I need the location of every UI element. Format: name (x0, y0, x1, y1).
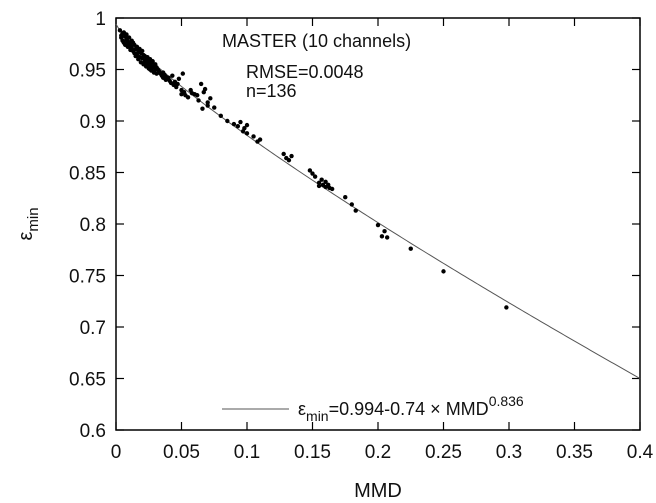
y-tick-label: 0.7 (80, 318, 106, 339)
data-point (382, 229, 387, 234)
data-point (198, 81, 204, 87)
data-point (353, 208, 358, 213)
data-point (323, 179, 328, 184)
data-point (343, 195, 348, 200)
data-point (208, 96, 213, 101)
data-point (185, 95, 191, 100)
data-point (375, 222, 381, 228)
data-point (147, 67, 153, 72)
data-point (140, 48, 145, 54)
rmse-annotation: RMSE=0.0048 (246, 62, 364, 82)
data-point (124, 32, 129, 37)
y-axis-eps: ε (15, 232, 37, 241)
y-tick-label: 0.75 (69, 267, 106, 288)
data-point (231, 121, 237, 127)
data-point (195, 93, 200, 98)
data-point (238, 119, 243, 125)
data-point (307, 168, 313, 173)
chart-title: MASTER (10 channels) (222, 31, 411, 51)
data-point (242, 126, 247, 131)
x-tick-label: 0.1 (234, 442, 260, 463)
y-tick-label: 0.65 (69, 370, 106, 391)
data-point (175, 81, 180, 87)
n-annotation: n=136 (246, 81, 297, 101)
data-point (212, 105, 217, 110)
data-point (257, 137, 263, 142)
data-point (319, 177, 324, 182)
y-axis-eps-sub: min (25, 207, 42, 231)
data-point (408, 246, 413, 251)
legend-eps-sub: min (306, 408, 329, 424)
x-tick-label: 0.4 (627, 442, 654, 463)
data-point (251, 134, 256, 139)
data-point (441, 269, 446, 274)
x-tick-label: 0.3 (496, 442, 522, 463)
data-point (126, 35, 132, 40)
legend-eps: ε (298, 399, 306, 419)
data-point (196, 98, 201, 103)
data-point (218, 113, 223, 119)
data-point (316, 180, 322, 185)
y-tick-label: 0.9 (80, 112, 106, 133)
legend-label: εmin=0.994-0.74 × MMD0.836 (298, 393, 524, 424)
data-point (310, 171, 315, 176)
x-tick-label: 0 (111, 442, 122, 463)
data-point (316, 183, 322, 189)
y-tick-label: 0.85 (69, 164, 106, 185)
y-tick-label: 0.6 (80, 421, 106, 442)
data-point (202, 86, 208, 92)
legend-equation: =0.994-0.74 × MMD (329, 399, 489, 419)
data-point (329, 186, 335, 192)
x-tick-label: 0.25 (425, 442, 462, 463)
data-point (170, 73, 175, 78)
x-tick-label: 0.2 (365, 442, 391, 463)
data-point (150, 59, 155, 64)
fit-curve (115, 23, 641, 379)
data-point (349, 202, 354, 207)
data-point (205, 103, 210, 108)
data-point (225, 118, 230, 124)
x-tick-label: 0.15 (294, 442, 331, 463)
data-point (244, 131, 250, 136)
data-point (286, 157, 292, 163)
data-point (137, 54, 142, 60)
data-point (244, 122, 250, 128)
data-point (126, 41, 132, 46)
data-point (235, 123, 241, 129)
data-point (281, 151, 286, 157)
data-point (312, 174, 318, 179)
data-point (200, 106, 205, 111)
data-point (176, 76, 182, 81)
data-point (504, 305, 509, 310)
x-axis-label: MMD (354, 480, 402, 502)
data-point (180, 71, 186, 76)
data-point (289, 153, 294, 159)
legend-exponent: 0.836 (489, 393, 524, 409)
data-point (379, 234, 385, 239)
x-tick-label: 0.05 (163, 442, 200, 463)
y-tick-label: 0.95 (69, 61, 106, 82)
data-point (117, 28, 123, 33)
y-tick-label: 1 (95, 9, 106, 30)
y-tick-label: 0.8 (80, 215, 106, 236)
data-point (205, 100, 210, 105)
x-tick-label: 0.35 (556, 442, 593, 463)
data-point (384, 235, 390, 240)
y-axis-label: εmin (15, 207, 42, 240)
